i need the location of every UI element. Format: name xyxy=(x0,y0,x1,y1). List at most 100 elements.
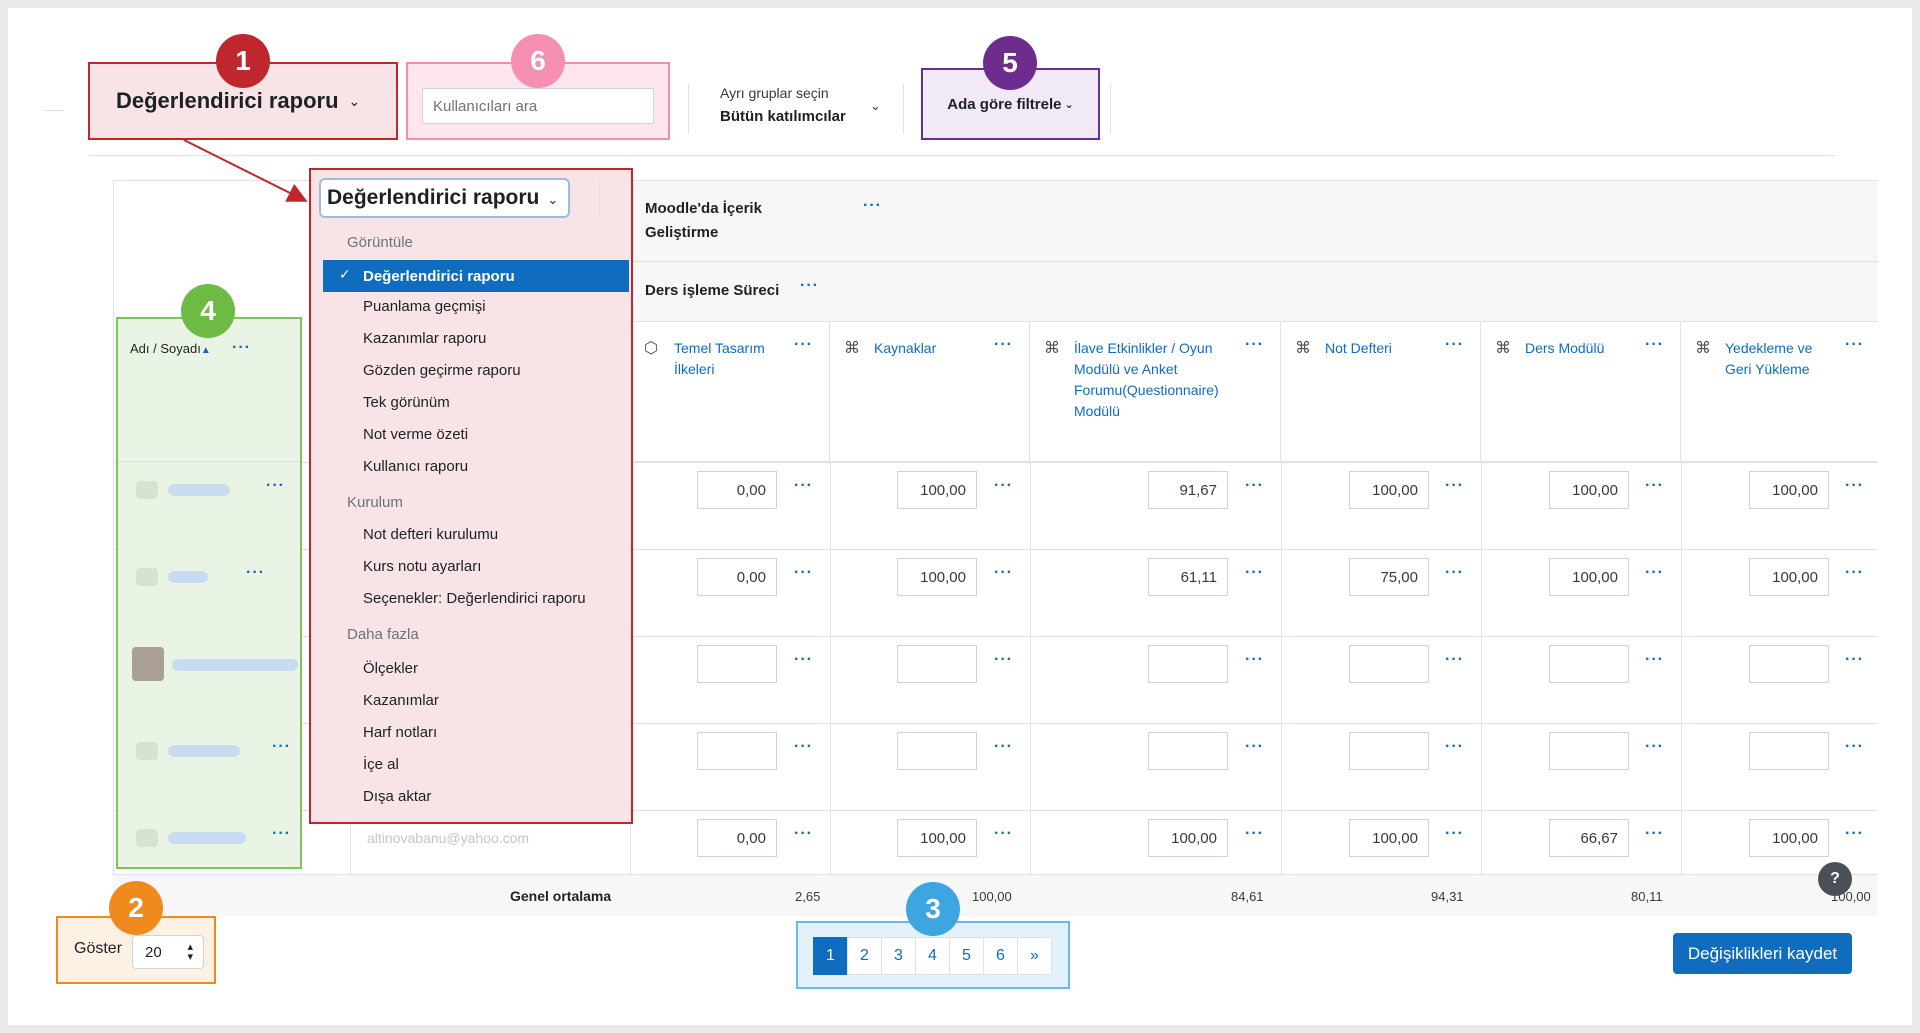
grade-actions-icon[interactable]: ··· xyxy=(1845,651,1864,668)
grade-input[interactable]: 61,11 xyxy=(1148,558,1228,596)
course-actions-icon[interactable]: ··· xyxy=(863,197,882,214)
grade-actions-icon[interactable]: ··· xyxy=(1645,651,1664,668)
grade-input[interactable] xyxy=(1349,645,1429,683)
grade-input[interactable]: 100,00 xyxy=(897,819,977,857)
grade-actions-icon[interactable]: ··· xyxy=(1445,651,1464,668)
grade-actions-icon[interactable]: ··· xyxy=(994,738,1013,755)
grade-input[interactable]: 100,00 xyxy=(897,558,977,596)
column-actions-icon[interactable]: ··· xyxy=(794,336,813,353)
column-actions-icon[interactable]: ··· xyxy=(1645,336,1664,353)
grade-input[interactable]: 66,67 xyxy=(1549,819,1629,857)
grade-input[interactable]: 100,00 xyxy=(1749,471,1829,509)
grade-input[interactable]: 0,00 xyxy=(697,471,777,509)
name-sort-header[interactable]: Adı / Soyadı▲ xyxy=(130,341,211,356)
help-button[interactable]: ? xyxy=(1818,862,1852,896)
grade-input[interactable]: 100,00 xyxy=(1549,471,1629,509)
grade-actions-icon[interactable]: ··· xyxy=(1445,564,1464,581)
grade-input[interactable] xyxy=(1749,645,1829,683)
dropdown-toggle[interactable]: Değerlendirici raporu ⌄ xyxy=(319,178,570,218)
grade-actions-icon[interactable]: ··· xyxy=(1245,738,1264,755)
grade-actions-icon[interactable]: ··· xyxy=(1845,564,1864,581)
group-selector-value[interactable]: Bütün katılımcılar xyxy=(720,108,846,125)
user-actions-icon[interactable]: ··· xyxy=(246,564,265,581)
page-link-5[interactable]: 5 xyxy=(949,937,984,975)
menu-item[interactable]: Dışa aktar xyxy=(363,788,432,805)
page-link-3[interactable]: 3 xyxy=(881,937,916,975)
grade-input[interactable]: 100,00 xyxy=(1749,558,1829,596)
menu-item[interactable]: Puanlama geçmişi xyxy=(363,298,486,315)
grade-actions-icon[interactable]: ··· xyxy=(994,477,1013,494)
menu-item[interactable]: Harf notları xyxy=(363,724,438,741)
grade-input[interactable]: 100,00 xyxy=(1749,819,1829,857)
page-link-1[interactable]: 1 xyxy=(813,937,848,975)
per-page-select[interactable]: 20 ▴ ▾ xyxy=(132,935,204,969)
menu-item[interactable]: Kurs notu ayarları xyxy=(363,558,482,575)
grade-actions-icon[interactable]: ··· xyxy=(994,651,1013,668)
grade-actions-icon[interactable]: ··· xyxy=(794,651,813,668)
grade-input[interactable] xyxy=(1148,645,1228,683)
grade-input[interactable]: 100,00 xyxy=(1349,819,1429,857)
grade-input[interactable] xyxy=(1549,645,1629,683)
user-name-link[interactable] xyxy=(168,832,246,844)
menu-item[interactable]: Seçenekler: Değerlendirici raporu xyxy=(363,590,586,607)
grade-actions-icon[interactable]: ··· xyxy=(794,564,813,581)
menu-item[interactable]: Gözden geçirme raporu xyxy=(363,362,521,379)
column-title[interactable]: Yedekleme ve Geri Yükleme xyxy=(1725,340,1813,377)
menu-item-active[interactable]: ✓ Değerlendirici raporu xyxy=(323,260,629,292)
grade-actions-icon[interactable]: ··· xyxy=(1445,825,1464,842)
report-selector[interactable]: Değerlendirici raporu ⌄ xyxy=(88,62,398,140)
grade-input[interactable]: 75,00 xyxy=(1349,558,1429,596)
menu-item[interactable]: Kullanıcı raporu xyxy=(363,458,469,475)
page-link-4[interactable]: 4 xyxy=(915,937,950,975)
grade-input[interactable]: 0,00 xyxy=(697,558,777,596)
column-actions-icon[interactable]: ··· xyxy=(994,336,1013,353)
menu-item[interactable]: İçe al xyxy=(363,756,399,773)
grade-input[interactable] xyxy=(1749,732,1829,770)
grade-input[interactable]: 91,67 xyxy=(1148,471,1228,509)
grade-actions-icon[interactable]: ··· xyxy=(794,738,813,755)
grade-input[interactable] xyxy=(697,645,777,683)
grade-input[interactable] xyxy=(897,732,977,770)
user-actions-icon[interactable]: ··· xyxy=(266,477,285,494)
menu-item[interactable]: Not verme özeti xyxy=(363,426,469,443)
grade-actions-icon[interactable]: ··· xyxy=(1445,738,1464,755)
grade-actions-icon[interactable]: ··· xyxy=(1845,477,1864,494)
grade-actions-icon[interactable]: ··· xyxy=(1645,825,1664,842)
column-actions-icon[interactable]: ··· xyxy=(1245,336,1264,353)
grade-actions-icon[interactable]: ··· xyxy=(1645,564,1664,581)
grade-actions-icon[interactable]: ··· xyxy=(994,564,1013,581)
grade-actions-icon[interactable]: ··· xyxy=(1645,477,1664,494)
grade-actions-icon[interactable]: ··· xyxy=(1645,738,1664,755)
grade-input[interactable] xyxy=(1148,732,1228,770)
name-actions-icon[interactable]: ··· xyxy=(232,339,251,356)
user-name-link[interactable] xyxy=(172,659,298,671)
grade-input[interactable] xyxy=(897,645,977,683)
grade-actions-icon[interactable]: ··· xyxy=(1245,825,1264,842)
column-title[interactable]: Ders Modülü xyxy=(1525,340,1605,356)
grade-input[interactable]: 100,00 xyxy=(897,471,977,509)
grade-actions-icon[interactable]: ··· xyxy=(1845,825,1864,842)
grade-actions-icon[interactable]: ··· xyxy=(794,477,813,494)
menu-item[interactable]: Kazanımlar raporu xyxy=(363,330,487,347)
grade-input[interactable] xyxy=(1549,732,1629,770)
column-title[interactable]: Temel Tasarım İlkeleri xyxy=(674,340,765,377)
page-link-2[interactable]: 2 xyxy=(847,937,882,975)
next-page-link[interactable]: » xyxy=(1017,937,1052,975)
grade-input[interactable]: 100,00 xyxy=(1349,471,1429,509)
search-input[interactable]: Kullanıcıları ara xyxy=(422,88,654,124)
grade-input[interactable]: 100,00 xyxy=(1549,558,1629,596)
grade-actions-icon[interactable]: ··· xyxy=(1845,738,1864,755)
column-actions-icon[interactable]: ··· xyxy=(1445,336,1464,353)
grade-input[interactable] xyxy=(1349,732,1429,770)
grade-input[interactable]: 100,00 xyxy=(1148,819,1228,857)
page-link-6[interactable]: 6 xyxy=(983,937,1018,975)
menu-item[interactable]: Kazanımlar xyxy=(363,692,439,709)
column-title[interactable]: Not Defteri xyxy=(1325,340,1392,356)
column-actions-icon[interactable]: ··· xyxy=(1845,336,1864,353)
category-actions-icon[interactable]: ··· xyxy=(800,277,819,294)
column-title[interactable]: Kaynaklar xyxy=(874,340,937,356)
grade-actions-icon[interactable]: ··· xyxy=(1245,564,1264,581)
grade-actions-icon[interactable]: ··· xyxy=(1245,651,1264,668)
grade-input[interactable] xyxy=(697,732,777,770)
grade-actions-icon[interactable]: ··· xyxy=(794,825,813,842)
